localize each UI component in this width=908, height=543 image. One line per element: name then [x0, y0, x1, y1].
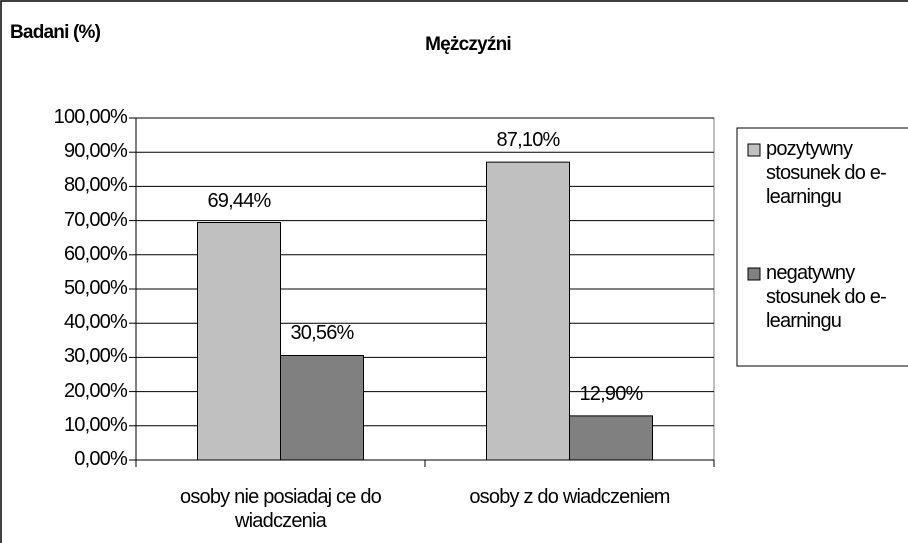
- bar: [280, 354, 364, 461]
- y-tick-label: 50,00%: [63, 277, 128, 299]
- y-tick-label: 20,00%: [63, 379, 128, 402]
- data-label: 12,90%: [579, 382, 643, 405]
- y-tick-label: 0,00%: [74, 448, 128, 470]
- y-tick-label: 100,00%: [53, 106, 128, 128]
- y-tick-label: 70,00%: [63, 208, 128, 231]
- y-tick-label: 30,00%: [63, 345, 128, 368]
- chart-title: Mężczyźni: [425, 34, 512, 55]
- y-tick-label: 80,00%: [63, 174, 128, 197]
- legend-swatch: [747, 143, 761, 157]
- x-tick-label: osoby nie posiadaj ce do wiadczenia: [180, 486, 382, 532]
- data-label: 87,10%: [496, 129, 560, 152]
- data-label: 69,44%: [207, 189, 271, 212]
- legend-label: pozytywny stosunek do e-learningu: [766, 138, 887, 208]
- bar: [197, 222, 281, 461]
- y-tick-label: 40,00%: [63, 311, 128, 334]
- y-tick-label: 90,00%: [63, 140, 128, 163]
- y-tick-label: 60,00%: [63, 242, 128, 265]
- data-label: 30,56%: [290, 322, 354, 345]
- legend-box: [736, 127, 908, 367]
- y-tick-label: 10,00%: [63, 413, 128, 436]
- legend-label: negatywny stosunek do e-learningu: [766, 262, 887, 332]
- legend-swatch: [747, 267, 761, 281]
- x-tick-label: osoby z do wiadczeniem: [469, 486, 670, 508]
- bar: [486, 161, 570, 461]
- y-axis-label: Badani (%): [10, 22, 101, 43]
- bar: [569, 415, 653, 461]
